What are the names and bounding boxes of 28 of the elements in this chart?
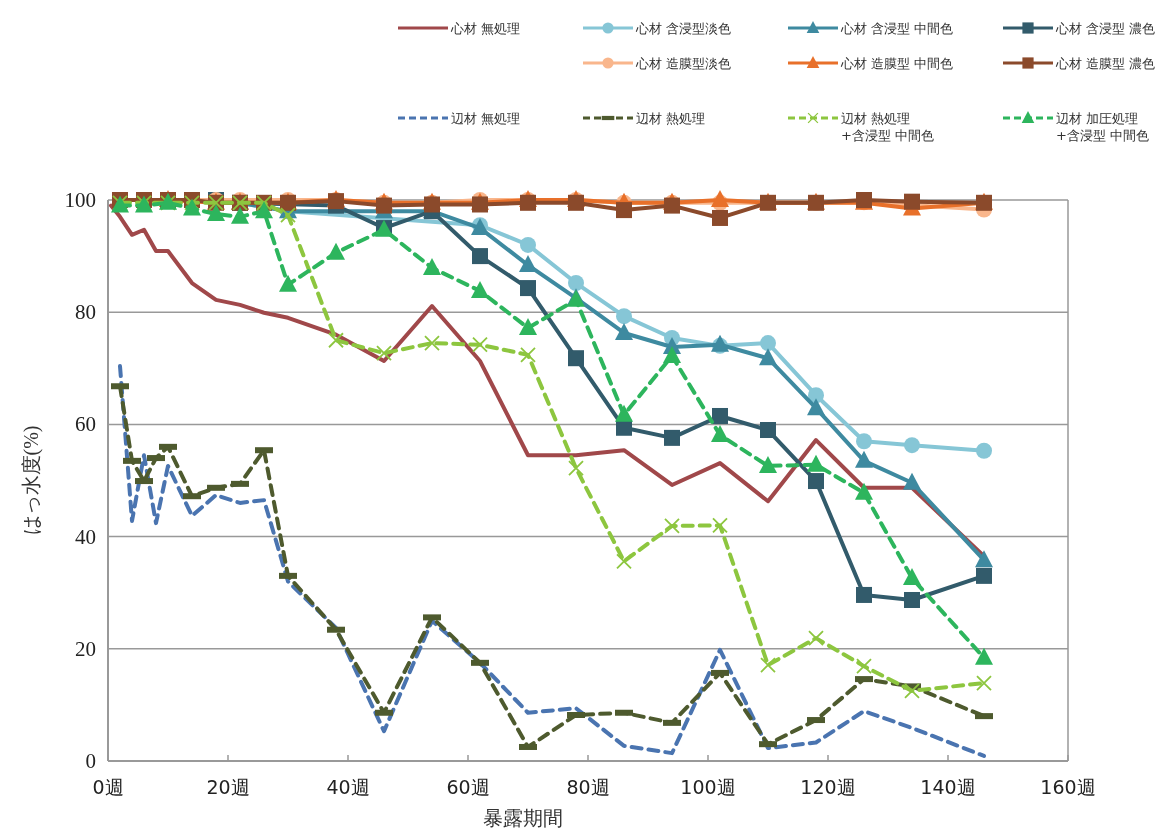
- x-tick-label: 40週: [326, 776, 370, 798]
- legend-label: 心材 含浸型 濃色: [1055, 21, 1156, 36]
- y-tick-label: 80: [75, 300, 96, 325]
- legend-label: 辺材 加圧処理 +含浸型 中間色: [1056, 111, 1150, 143]
- legend-label: 心材 造膜型淡色: [635, 56, 732, 71]
- legend-label: 心材 造膜型 濃色: [1055, 56, 1156, 71]
- x-tick-label: 100週: [680, 776, 736, 798]
- x-tick-label: 0週: [92, 776, 124, 798]
- y-axis-title: はっ水度(%): [20, 425, 43, 536]
- x-tick-label: 120週: [800, 776, 856, 798]
- y-tick-label: 20: [75, 636, 96, 661]
- x-tick-label: 140週: [920, 776, 976, 798]
- x-tick-label: 160週: [1040, 776, 1096, 798]
- legend-label: 心材 含浸型 中間色: [840, 21, 954, 36]
- legend-label: 辺材 熱処理 +含浸型 中間色: [841, 111, 935, 143]
- x-tick-label: 60週: [446, 776, 490, 798]
- legend-label: 心材 含浸型淡色: [635, 21, 732, 36]
- legend-label: 辺材 熱処理: [636, 111, 706, 126]
- y-tick-label: 0: [85, 749, 96, 773]
- legend-label: 心材 造膜型 中間色: [840, 56, 954, 71]
- legend-label: 辺材 無処理: [451, 111, 521, 126]
- x-tick-label: 80週: [566, 776, 610, 798]
- legend-label: 心材 無処理: [450, 21, 521, 36]
- x-axis-title: 暴露期間: [483, 807, 563, 829]
- x-tick-label: 20週: [206, 776, 250, 798]
- y-tick-label: 100: [64, 188, 96, 212]
- y-tick-label: 40: [75, 524, 96, 549]
- y-tick-label: 60: [75, 412, 96, 437]
